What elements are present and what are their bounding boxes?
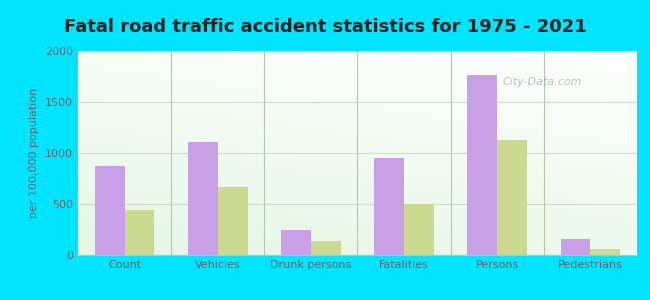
Text: Fatal road traffic accident statistics for 1975 - 2021: Fatal road traffic accident statistics f… — [64, 18, 586, 36]
Bar — [497, 140, 527, 255]
Bar — [188, 142, 218, 255]
Y-axis label: per 100,000 population: per 100,000 population — [29, 88, 40, 218]
Bar — [590, 249, 620, 255]
Text: City-Data.com: City-Data.com — [503, 76, 582, 87]
Bar — [218, 187, 248, 255]
Bar — [560, 239, 590, 255]
Bar — [404, 204, 434, 255]
Bar — [374, 158, 404, 255]
Bar — [467, 76, 497, 255]
Bar — [95, 166, 125, 255]
Bar — [125, 210, 155, 255]
Bar — [311, 241, 341, 255]
Bar — [281, 230, 311, 255]
